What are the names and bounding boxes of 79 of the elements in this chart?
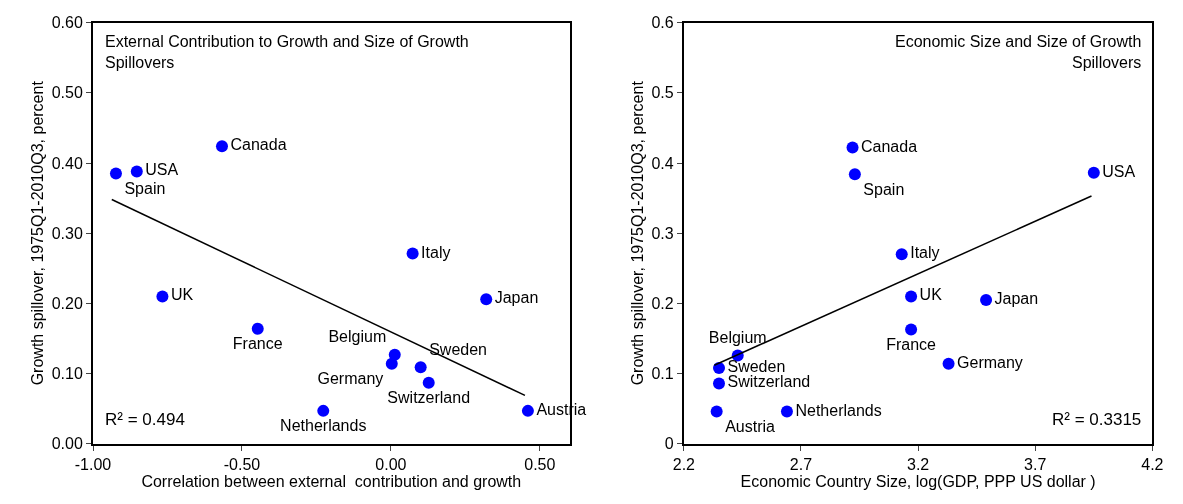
point (780, 405, 793, 418)
x-tick-label: 2.7 (789, 456, 813, 474)
y-axis-title: Growth spillover, 1975Q1-2010Q3, percent (628, 80, 646, 386)
point (1087, 166, 1100, 179)
x-tick-label: -1.00 (74, 456, 112, 474)
x-axis-title: Economic Country Size, log(GDP, PPP US dollar ) (740, 473, 1096, 491)
y-tick-label: 0.1 (651, 365, 674, 383)
point (130, 165, 143, 178)
data-label: Netherlands (280, 417, 367, 435)
data-label: Spain (863, 180, 905, 198)
y-tick-label: 0.2 (651, 295, 674, 313)
point (905, 290, 918, 303)
x-tick-label: 3.7 (1024, 456, 1047, 474)
data-label: UK (170, 286, 194, 304)
y-tick-label: 0.20 (51, 295, 83, 313)
point (251, 322, 264, 335)
data-label: Italy (910, 244, 940, 262)
x-tick-label: 3.2 (906, 456, 930, 474)
x-tick-label: 2.2 (672, 456, 696, 474)
y-tick-label: 0.40 (51, 154, 83, 172)
data-label: Canada (230, 136, 287, 154)
point (406, 247, 419, 260)
point (480, 293, 493, 306)
data-label: UK (919, 286, 943, 304)
y-tick-label: 0.50 (51, 84, 83, 102)
point (710, 405, 723, 418)
data-label: Belgium (708, 328, 767, 346)
y-tick-label: 0.6 (651, 14, 674, 32)
point (848, 168, 861, 181)
y-tick-label: 0.5 (651, 84, 674, 102)
x-axis-title: Correlation between external contribution and growth (141, 473, 522, 491)
point (216, 140, 228, 153)
data-label: Japan (994, 289, 1039, 307)
x-tick-label: -0.50 (223, 456, 261, 474)
data-label: Canada (861, 137, 918, 155)
point (109, 167, 122, 180)
x-tick-label: 0.50 (524, 456, 556, 474)
data-label: Switzerland (727, 373, 811, 391)
point (414, 361, 427, 374)
data-label: Belgium (328, 328, 387, 346)
data-label: Netherlands (795, 401, 882, 419)
data-label: USA (1102, 162, 1136, 180)
y-tick-label: 0.10 (51, 365, 83, 383)
point (385, 357, 398, 370)
point (317, 404, 330, 417)
annotation: R² = 0.3315 (1052, 410, 1142, 429)
data-label: Switzerland (387, 389, 471, 407)
data-label: Sweden (429, 340, 487, 358)
y-tick-label: 0.30 (51, 224, 83, 242)
data-label: Sweden (727, 358, 786, 376)
data-label: Japan (494, 289, 539, 307)
point (846, 141, 859, 154)
point (422, 376, 435, 389)
y-tick-label: 0.60 (51, 14, 83, 32)
data-label: Germany (317, 370, 384, 388)
data-label: Germany (957, 353, 1023, 371)
point (713, 377, 725, 390)
data-label: Austria (725, 418, 776, 436)
data-label: France (886, 335, 937, 353)
point (156, 290, 169, 303)
x-tick-label: 0.00 (375, 456, 407, 474)
data-label: Italy (421, 243, 451, 261)
text: External Contribution to Growth and Size of Growth Spillovers (105, 33, 469, 71)
data-label: Spain (124, 180, 166, 198)
point (942, 357, 955, 370)
point (521, 404, 534, 417)
y-tick-label: 0.3 (651, 224, 674, 242)
y-tick-label: 0.4 (651, 154, 674, 172)
annotation: R² = 0.494 (105, 410, 185, 429)
y-tick-label: 0.00 (51, 435, 83, 453)
y-axis-title: Growth spillover, 1975Q1-2010Q3, percent (29, 80, 47, 386)
point (905, 323, 918, 336)
point (895, 248, 908, 261)
x-tick-label: 4.2 (1141, 456, 1164, 474)
data-label: France (232, 335, 283, 353)
point (980, 293, 993, 306)
text: Economic Size and Size of Growth Spillovers (895, 33, 1142, 71)
y-tick-label: 0 (664, 435, 674, 453)
data-label: USA (145, 161, 179, 179)
